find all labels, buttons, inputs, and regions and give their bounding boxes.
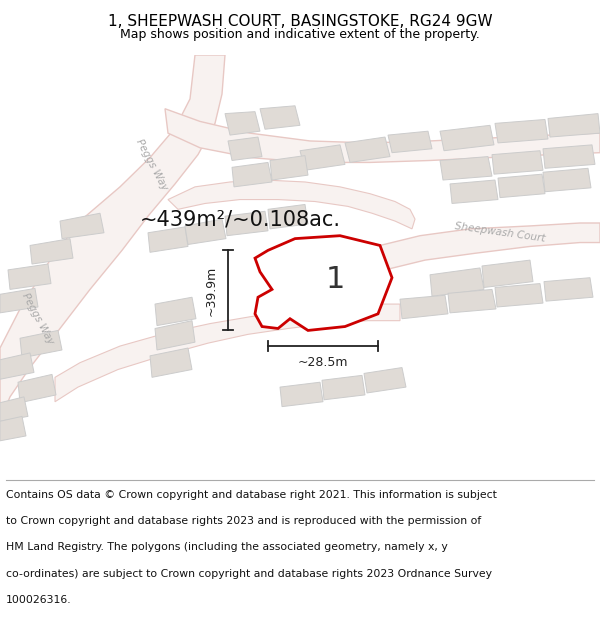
Polygon shape	[20, 331, 62, 357]
Polygon shape	[364, 368, 406, 393]
Polygon shape	[0, 416, 26, 441]
Text: co-ordinates) are subject to Crown copyright and database rights 2023 Ordnance S: co-ordinates) are subject to Crown copyr…	[6, 569, 492, 579]
Text: 100026316.: 100026316.	[6, 595, 71, 605]
Polygon shape	[60, 213, 104, 239]
Polygon shape	[8, 264, 51, 289]
Text: ~439m²/~0.108ac.: ~439m²/~0.108ac.	[140, 209, 341, 229]
Text: Peggs Way: Peggs Way	[134, 137, 170, 192]
Polygon shape	[450, 180, 498, 204]
Polygon shape	[495, 119, 548, 143]
Text: ~39.9m: ~39.9m	[205, 265, 218, 316]
Polygon shape	[150, 348, 192, 378]
Polygon shape	[300, 145, 345, 170]
Polygon shape	[225, 112, 260, 135]
Polygon shape	[55, 304, 400, 402]
Polygon shape	[543, 168, 591, 192]
Polygon shape	[148, 227, 188, 253]
Polygon shape	[0, 289, 38, 313]
Polygon shape	[548, 114, 600, 137]
Text: Sheepwash Court: Sheepwash Court	[454, 221, 546, 244]
Polygon shape	[440, 126, 494, 151]
Polygon shape	[30, 239, 73, 264]
Polygon shape	[268, 204, 308, 229]
Polygon shape	[448, 289, 496, 313]
Polygon shape	[495, 284, 543, 307]
Polygon shape	[228, 137, 262, 161]
Polygon shape	[165, 109, 600, 162]
Polygon shape	[0, 397, 28, 421]
Polygon shape	[544, 278, 593, 301]
Polygon shape	[168, 180, 415, 229]
Polygon shape	[482, 260, 533, 288]
Text: Contains OS data © Crown copyright and database right 2021. This information is : Contains OS data © Crown copyright and d…	[6, 490, 497, 500]
Polygon shape	[345, 137, 390, 162]
Text: HM Land Registry. The polygons (including the associated geometry, namely x, y: HM Land Registry. The polygons (includin…	[6, 542, 448, 552]
Polygon shape	[380, 223, 600, 270]
Polygon shape	[280, 382, 323, 407]
Polygon shape	[0, 55, 225, 421]
Polygon shape	[255, 236, 392, 331]
Polygon shape	[185, 219, 226, 244]
Polygon shape	[388, 131, 432, 152]
Text: 1: 1	[325, 265, 344, 294]
Text: Peggs Way: Peggs Way	[20, 291, 56, 346]
Polygon shape	[232, 162, 272, 187]
Polygon shape	[270, 156, 308, 180]
Text: to Crown copyright and database rights 2023 and is reproduced with the permissio: to Crown copyright and database rights 2…	[6, 516, 481, 526]
Polygon shape	[0, 353, 34, 379]
Polygon shape	[498, 174, 545, 198]
Polygon shape	[225, 211, 268, 236]
Text: Map shows position and indicative extent of the property.: Map shows position and indicative extent…	[120, 28, 480, 41]
Text: 1, SHEEPWASH COURT, BASINGSTOKE, RG24 9GW: 1, SHEEPWASH COURT, BASINGSTOKE, RG24 9G…	[107, 14, 493, 29]
Polygon shape	[155, 298, 196, 326]
Polygon shape	[430, 268, 484, 296]
Polygon shape	[260, 106, 300, 129]
Polygon shape	[440, 157, 492, 180]
Polygon shape	[543, 145, 595, 168]
Polygon shape	[322, 376, 365, 400]
Polygon shape	[400, 295, 448, 319]
Polygon shape	[492, 151, 543, 174]
Polygon shape	[155, 321, 195, 350]
Polygon shape	[18, 374, 56, 402]
Text: ~28.5m: ~28.5m	[298, 356, 348, 369]
